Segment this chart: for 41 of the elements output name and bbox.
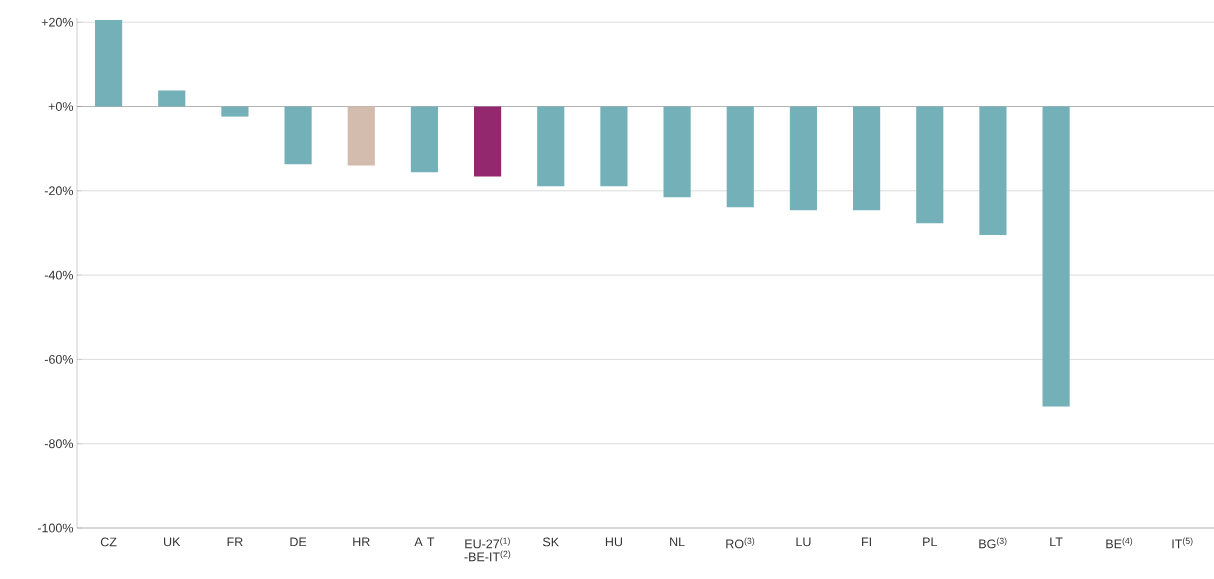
x-tick-label: DE bbox=[290, 537, 307, 547]
bar bbox=[537, 106, 565, 187]
bar bbox=[916, 106, 944, 224]
x-tick-label: UK bbox=[164, 537, 181, 547]
y-tick-label: -100% bbox=[37, 523, 74, 533]
bar bbox=[347, 106, 375, 166]
x-tick-label: FI bbox=[862, 537, 871, 547]
x-tick-label: EU-27$^{(1)}$ -BE-IT$^{(2)}$ bbox=[464, 537, 511, 562]
x-tick-label: NL bbox=[670, 537, 685, 547]
x-tick-label: CZ bbox=[100, 537, 117, 547]
y-tick-label: -80% bbox=[44, 439, 74, 449]
x-tick-label: PL bbox=[923, 537, 937, 547]
bar bbox=[1042, 106, 1070, 407]
bar bbox=[600, 106, 628, 187]
x-tick-label: A T bbox=[414, 537, 435, 547]
x-tick-label: HU bbox=[605, 537, 622, 547]
bar bbox=[789, 106, 817, 211]
x-tick-label: HR bbox=[353, 537, 370, 547]
y-tick-label: -40% bbox=[44, 270, 74, 280]
bar bbox=[221, 106, 249, 117]
bar bbox=[95, 20, 123, 107]
x-tick-label: BG$^{(3)}$ bbox=[979, 537, 1007, 549]
bar bbox=[158, 90, 186, 107]
bar bbox=[474, 106, 502, 177]
bar bbox=[979, 106, 1007, 236]
x-tick-label: SK bbox=[542, 537, 559, 547]
bar bbox=[663, 106, 691, 198]
bar bbox=[284, 106, 312, 165]
x-tick-label: RO$^{(3)}$ bbox=[726, 537, 755, 549]
y-tick-label: -60% bbox=[44, 354, 74, 364]
bar bbox=[853, 106, 881, 211]
x-tick-label: IT$^{(5)}$ bbox=[1172, 537, 1193, 549]
x-tick-label: LT bbox=[1050, 537, 1063, 547]
bar bbox=[410, 106, 438, 173]
y-tick-label: +0% bbox=[48, 102, 74, 111]
x-tick-label: BE$^{(4)}$ bbox=[1106, 537, 1133, 549]
x-tick-label: LU bbox=[796, 537, 811, 547]
y-tick-label: +20% bbox=[41, 17, 74, 27]
bar bbox=[726, 106, 754, 208]
x-tick-label: FR bbox=[227, 537, 243, 547]
y-tick-label: -20% bbox=[44, 186, 74, 196]
